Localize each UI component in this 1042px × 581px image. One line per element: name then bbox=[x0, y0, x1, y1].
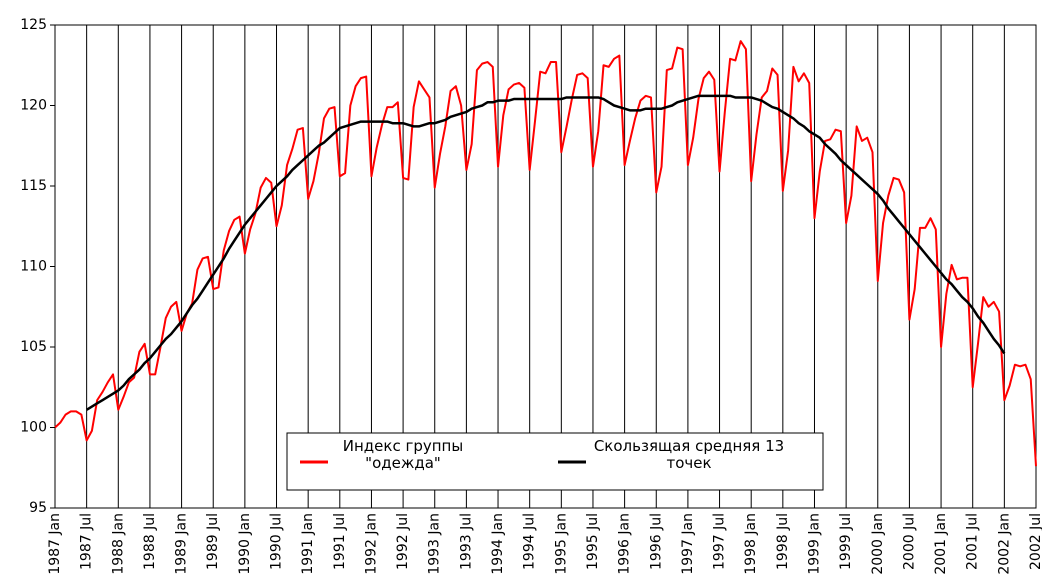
legend-label-box: Индекс группы "одежда" bbox=[342, 437, 464, 472]
x-tick-label: 2001 Jul bbox=[965, 513, 981, 570]
x-tick-label: 1996 Jan bbox=[617, 513, 633, 575]
y-tick-label: 110 bbox=[20, 259, 47, 275]
x-tick-label: 1996 Jul bbox=[648, 513, 664, 570]
x-tick-label: 1995 Jul bbox=[585, 513, 601, 570]
x-tick-label: 1989 Jul bbox=[205, 513, 221, 570]
x-tick-label: 1991 Jul bbox=[332, 513, 348, 570]
x-tick-label: 1997 Jan bbox=[680, 513, 696, 575]
x-tick-label: 1989 Jan bbox=[174, 513, 190, 575]
x-tick-label: 1990 Jan bbox=[237, 513, 253, 575]
x-tick-label: 1994 Jan bbox=[490, 513, 506, 575]
x-tick-label: 1993 Jul bbox=[458, 513, 474, 570]
legend-label-box: Скользящая средняя 13 точек bbox=[593, 437, 785, 472]
x-tick-label: 1999 Jan bbox=[806, 513, 822, 575]
y-tick-label: 100 bbox=[20, 420, 47, 436]
y-tick-label: 120 bbox=[20, 98, 47, 114]
x-tick-label: 1992 Jan bbox=[363, 513, 379, 575]
series-line bbox=[85, 94, 1006, 411]
x-tick-label: 2002 Jul bbox=[1028, 513, 1042, 570]
x-tick-label: 1992 Jul bbox=[395, 513, 411, 570]
x-tick-label: 1990 Jul bbox=[269, 513, 285, 570]
x-tick-label: 1995 Jan bbox=[553, 513, 569, 575]
y-tick-label: 105 bbox=[20, 339, 47, 355]
legend-box bbox=[286, 432, 824, 491]
x-tick-label: 1994 Jul bbox=[522, 513, 538, 570]
legend-label: Скользящая средняя 13 точек bbox=[593, 437, 785, 472]
x-tick-label: 2000 Jul bbox=[901, 513, 917, 570]
x-tick-label: 2001 Jan bbox=[933, 513, 949, 575]
x-tick-label: 1988 Jul bbox=[142, 513, 158, 570]
y-tick-label: 125 bbox=[20, 17, 47, 33]
x-tick-label: 2002 Jan bbox=[996, 513, 1012, 575]
x-tick-label: 1987 Jul bbox=[79, 513, 95, 570]
x-tick-label: 1987 Jan bbox=[47, 513, 63, 575]
x-tick-label: 1988 Jan bbox=[110, 513, 126, 575]
series-line bbox=[54, 40, 1037, 467]
x-tick-label: 1998 Jul bbox=[775, 513, 791, 570]
x-tick-label: 1997 Jul bbox=[712, 513, 728, 570]
x-tick-label: 2000 Jan bbox=[870, 513, 886, 575]
y-tick-label: 115 bbox=[20, 178, 47, 194]
x-tick-label: 1999 Jul bbox=[838, 513, 854, 570]
y-tick-label: 95 bbox=[29, 500, 47, 516]
legend-label: Индекс группы "одежда" bbox=[342, 437, 464, 472]
x-tick-label: 1991 Jan bbox=[300, 513, 316, 575]
x-tick-label: 1998 Jan bbox=[743, 513, 759, 575]
x-tick-label: 1993 Jan bbox=[427, 513, 443, 575]
